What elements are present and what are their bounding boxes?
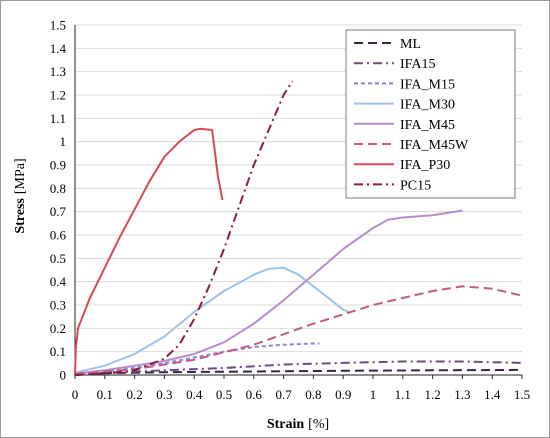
series-line-ifa-p30 xyxy=(74,127,224,376)
y-tick-label: 1.3 xyxy=(50,64,66,79)
legend-label-ifa-m45w: IFA_M45W xyxy=(400,138,469,153)
x-tick-labels: 0 0.1 0.2 0.3 0.4 0.5 0.6 0.7 0.8 0.9 1 1.1 1.2 1.3 1.… xyxy=(72,387,530,402)
y-tick-label: 1 xyxy=(60,134,67,149)
y-axis-label: Stress xyxy=(13,198,28,234)
x-tick-label: 0.7 xyxy=(275,387,292,402)
series-lines xyxy=(74,80,523,376)
x-axis-title: Strain [%] xyxy=(267,417,329,432)
series-line-pc15 xyxy=(74,80,294,376)
y-tick-label: 0.6 xyxy=(50,228,67,243)
x-tick-label: 1.4 xyxy=(484,387,501,402)
y-tick-label: 0 xyxy=(60,368,67,383)
y-tick-label: 1.4 xyxy=(50,41,67,56)
legend-label-ifa-m30: IFA_M30 xyxy=(400,98,455,113)
x-tick-label: 0.9 xyxy=(335,387,351,402)
y-tick-label: 1.5 xyxy=(50,18,66,33)
x-tick-label: 0.8 xyxy=(305,387,321,402)
legend-label-ifa-m45: IFA_M45 xyxy=(400,118,455,133)
series-line-ifa-m45 xyxy=(74,209,463,375)
grid-lines xyxy=(75,24,522,353)
y-tick-labels: 0 0.1 0.2 0.3 0.4 0.5 0.6 0.7 0.8 0.9 1 1.1 1.2 1.3 1.… xyxy=(50,18,67,383)
legend-label-ml: ML xyxy=(400,37,421,52)
series-line-ifa-m45w xyxy=(74,285,523,375)
y-axis-unit: [MPa] xyxy=(13,158,28,194)
x-tick-label: 0.1 xyxy=(97,387,113,402)
legend-label-ifa15: IFA15 xyxy=(400,57,436,72)
y-tick-label: 0.1 xyxy=(50,344,66,359)
x-axis-label: Strain xyxy=(267,417,305,432)
x-tick-label: 0.2 xyxy=(126,387,142,402)
legend: ML IFA15 IFA_M15 IFA_M30 IFA_M45 IFA_M45W IFA_… xyxy=(345,29,516,199)
y-tick-label: 0.3 xyxy=(50,298,66,313)
legend-label-ifa-m15: IFA_M15 xyxy=(400,77,455,92)
x-tick-label: 0.6 xyxy=(246,387,263,402)
y-tick-label: 1.1 xyxy=(50,111,66,126)
series-line-ml xyxy=(74,368,523,376)
legend-label-ifa-p30: IFA_P30 xyxy=(400,158,450,173)
y-tick-label: 0.8 xyxy=(50,181,66,196)
y-tick-label: 0.2 xyxy=(50,321,66,336)
x-tick-label: 1.2 xyxy=(424,387,440,402)
y-tick-label: 0.7 xyxy=(50,204,67,219)
legend-label-pc15: PC15 xyxy=(400,178,431,193)
y-tick-label: 0.4 xyxy=(50,274,67,289)
legend-box xyxy=(345,29,516,199)
x-tick-label: 0.3 xyxy=(156,387,172,402)
series-line-ifa-m30 xyxy=(74,266,350,374)
y-axis-title: Stress [MPa] xyxy=(13,158,28,233)
x-axis-unit: [%] xyxy=(308,417,329,432)
x-tick-label: 1.5 xyxy=(514,387,530,402)
series-line-ifa15 xyxy=(74,360,523,376)
x-tick-label: 0 xyxy=(72,387,79,402)
x-tick-label: 1.1 xyxy=(395,387,411,402)
x-tick-label: 1.3 xyxy=(454,387,470,402)
y-tick-label: 0.9 xyxy=(50,158,66,173)
x-tick-label: 0.5 xyxy=(216,387,232,402)
y-tick-label: 0.5 xyxy=(50,251,66,266)
x-tick-label: 0.4 xyxy=(186,387,203,402)
x-tick-label: 1 xyxy=(370,387,377,402)
y-tick-label: 1.2 xyxy=(50,88,66,103)
axes xyxy=(74,25,523,379)
